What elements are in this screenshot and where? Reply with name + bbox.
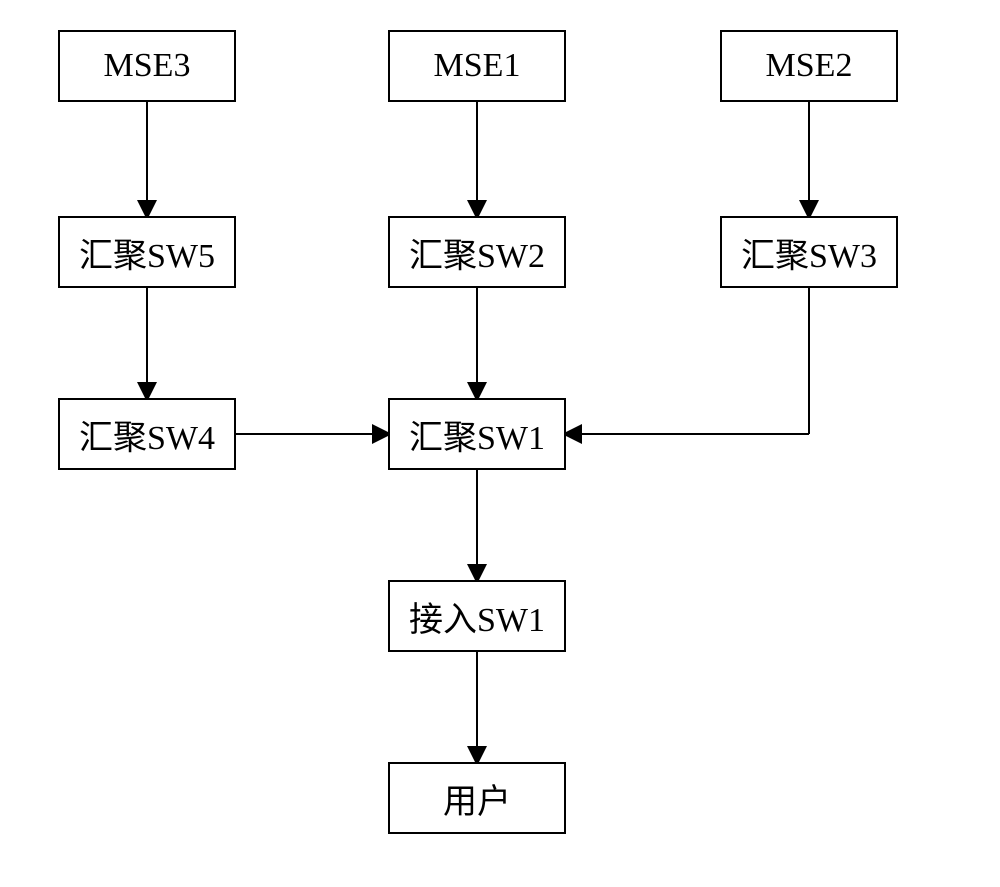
node-mse1: MSE1: [388, 30, 566, 102]
node-sw1: 汇聚SW1: [388, 398, 566, 470]
node-user: 用户: [388, 762, 566, 834]
node-label: MSE3: [104, 47, 191, 85]
node-access_sw1: 接入SW1: [388, 580, 566, 652]
node-label: MSE1: [434, 47, 521, 85]
node-label: 接入SW1: [409, 592, 545, 641]
node-sw3: 汇聚SW3: [720, 216, 898, 288]
node-label: 汇聚SW3: [741, 228, 877, 277]
node-label: 汇聚SW2: [409, 228, 545, 277]
node-label: 汇聚SW1: [409, 410, 545, 459]
node-mse2: MSE2: [720, 30, 898, 102]
node-label: 汇聚SW4: [79, 410, 215, 459]
node-label: 用户: [443, 774, 511, 823]
node-label: MSE2: [766, 47, 853, 85]
node-label: 汇聚SW5: [79, 228, 215, 277]
node-sw4: 汇聚SW4: [58, 398, 236, 470]
node-mse3: MSE3: [58, 30, 236, 102]
node-sw5: 汇聚SW5: [58, 216, 236, 288]
node-sw2: 汇聚SW2: [388, 216, 566, 288]
